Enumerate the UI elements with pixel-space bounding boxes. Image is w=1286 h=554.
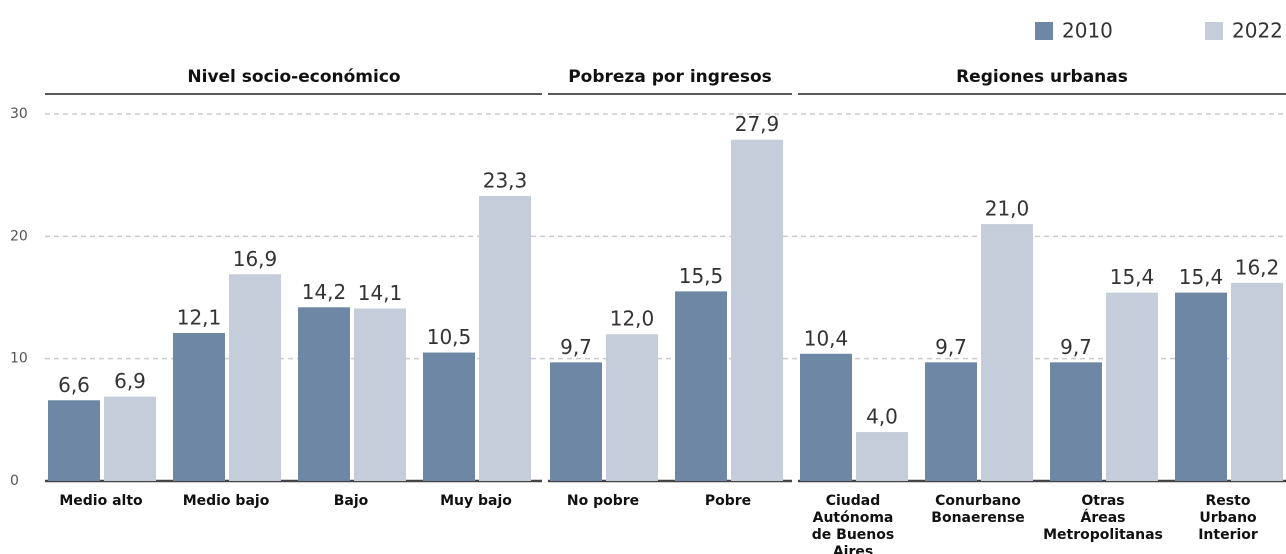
x-tick-label: Conurbano Bonaerense xyxy=(931,493,1025,526)
bar xyxy=(981,224,1033,481)
x-tick-label: Bajo xyxy=(333,493,369,509)
x-tick-label: No pobre xyxy=(566,493,640,509)
value-label: 14,1 xyxy=(358,281,403,305)
x-tick-label: Resto Urbano Interior xyxy=(1198,493,1258,543)
value-label: 10,5 xyxy=(427,325,472,349)
bar xyxy=(731,139,783,481)
y-tick-label: 30 xyxy=(10,106,28,122)
panel-title: Pobreza por ingresos xyxy=(568,67,772,87)
bar xyxy=(925,362,977,481)
value-label: 10,4 xyxy=(804,326,849,350)
value-label: 15,4 xyxy=(1110,265,1155,289)
value-label: 16,9 xyxy=(233,247,278,271)
bar xyxy=(1050,362,1102,481)
bar xyxy=(800,353,852,481)
bar xyxy=(423,352,475,481)
value-label: 15,5 xyxy=(679,264,724,288)
bar xyxy=(675,291,727,481)
x-tick-label: Otras Áreas Metropolitanas xyxy=(1043,493,1163,543)
bar xyxy=(229,274,281,481)
legend-swatch xyxy=(1035,22,1053,40)
value-label: 27,9 xyxy=(735,112,780,136)
bar xyxy=(173,332,225,481)
value-label: 12,0 xyxy=(610,307,655,331)
x-tick-label: Pobre xyxy=(704,493,752,509)
legend-swatch xyxy=(1205,22,1223,40)
bar xyxy=(856,432,908,481)
bar xyxy=(48,400,100,481)
bar xyxy=(104,396,156,481)
y-tick-label: 10 xyxy=(10,351,28,367)
value-label: 12,1 xyxy=(177,305,222,329)
value-label: 15,4 xyxy=(1179,265,1224,289)
bar xyxy=(479,195,531,482)
bar xyxy=(298,307,350,481)
value-label: 9,7 xyxy=(935,335,967,359)
legend-label: 2010 xyxy=(1062,19,1113,43)
y-tick-label: 0 xyxy=(10,473,19,489)
value-label: 6,9 xyxy=(114,369,146,393)
value-label: 6,6 xyxy=(58,373,90,397)
bar xyxy=(1175,292,1227,481)
x-tick-label: Muy bajo xyxy=(440,493,512,509)
y-tick-label: 20 xyxy=(10,228,28,244)
panel-title: Nivel socio-económico xyxy=(187,67,400,87)
value-label: 16,2 xyxy=(1235,255,1280,279)
value-label: 9,7 xyxy=(1060,335,1092,359)
x-tick-label: Medio alto xyxy=(59,493,143,509)
value-label: 4,0 xyxy=(866,405,898,429)
bar xyxy=(1106,292,1158,481)
x-tick-label: Ciudad Autónoma de Buenos Aires xyxy=(811,493,895,554)
value-label: 14,2 xyxy=(302,280,347,304)
bar xyxy=(1231,282,1283,481)
panel-title: Regiones urbanas xyxy=(956,67,1128,87)
legend-label: 2022 xyxy=(1232,19,1283,43)
value-label: 9,7 xyxy=(560,335,592,359)
bar xyxy=(354,308,406,481)
bar xyxy=(550,362,602,481)
value-label: 21,0 xyxy=(985,197,1030,221)
x-tick-label: Medio bajo xyxy=(182,493,270,509)
value-label: 23,3 xyxy=(483,168,528,192)
bar xyxy=(606,334,658,481)
